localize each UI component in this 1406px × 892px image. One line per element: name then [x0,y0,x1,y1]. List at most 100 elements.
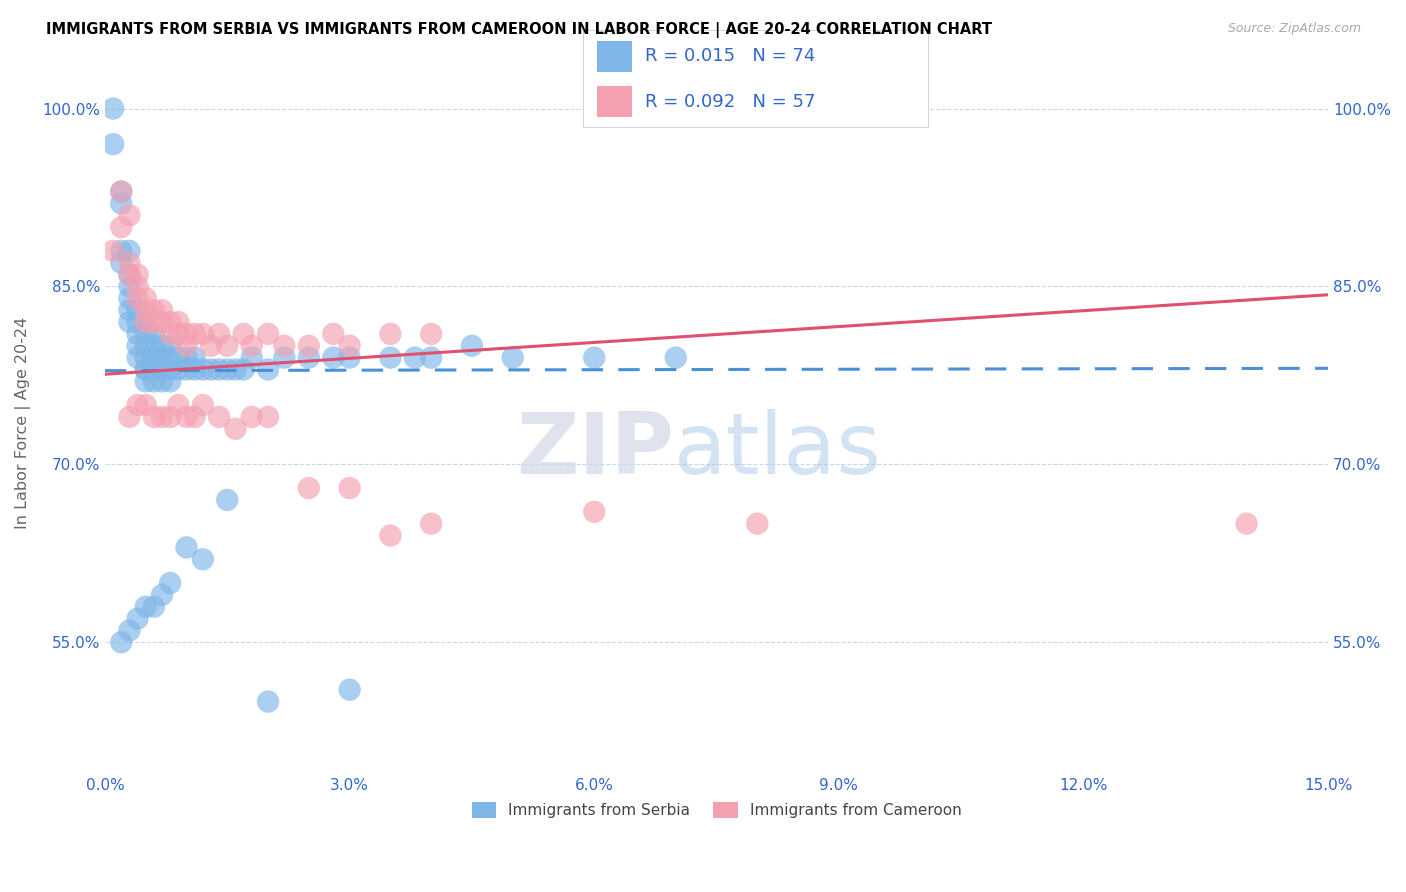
Point [110,196,132,211]
Point [118,624,141,638]
Point [101,102,124,116]
Point [217,362,239,376]
Point [167,326,190,341]
Point [191,552,214,566]
Point [159,351,181,365]
Text: R = 0.092   N = 57: R = 0.092 N = 57 [645,93,815,111]
Point [159,375,181,389]
Point [110,256,132,270]
Point [191,362,214,376]
Point [217,339,239,353]
Point [176,541,198,555]
Point [135,375,157,389]
Point [167,351,190,365]
Point [183,362,205,376]
Point [176,339,198,353]
Point [142,326,165,341]
Point [142,351,165,365]
Point [159,576,181,591]
Point [232,362,254,376]
Point [176,409,198,424]
Point [135,326,157,341]
Point [404,351,426,365]
Point [110,244,132,258]
Point [200,362,222,376]
Point [142,375,165,389]
Point [118,268,141,282]
Point [298,351,321,365]
Point [273,339,295,353]
Point [380,351,402,365]
Point [380,528,402,542]
Point [339,351,361,365]
Point [135,362,157,376]
Point [240,351,263,365]
Text: ZIP: ZIP [516,409,673,492]
Point [665,351,688,365]
Point [142,315,165,329]
Point [167,362,190,376]
Point [127,291,149,305]
Point [747,516,769,531]
Point [135,303,157,318]
Point [339,339,361,353]
Point [257,409,280,424]
Point [127,279,149,293]
Point [191,326,214,341]
Point [135,362,157,376]
Point [257,362,280,376]
Point [150,339,173,353]
Point [200,339,222,353]
Point [150,351,173,365]
Point [118,256,141,270]
Point [127,268,149,282]
Point [159,339,181,353]
Point [110,185,132,199]
Point [142,303,165,318]
Point [583,351,606,365]
Point [232,326,254,341]
Point [135,339,157,353]
Point [322,351,344,365]
Point [257,326,280,341]
Point [101,137,124,152]
Point [150,315,173,329]
Point [110,185,132,199]
Point [420,326,443,341]
Text: Source: ZipAtlas.com: Source: ZipAtlas.com [1227,22,1361,36]
Point [135,351,157,365]
Point [183,326,205,341]
Point [159,326,181,341]
Point [110,635,132,649]
Point [150,362,173,376]
Point [298,339,321,353]
Point [135,291,157,305]
Point [583,505,606,519]
Point [298,481,321,495]
Point [127,339,149,353]
Point [159,315,181,329]
Point [127,398,149,412]
Point [142,409,165,424]
Text: IMMIGRANTS FROM SERBIA VS IMMIGRANTS FROM CAMEROON IN LABOR FORCE | AGE 20-24 CO: IMMIGRANTS FROM SERBIA VS IMMIGRANTS FRO… [46,22,993,38]
Bar [598,41,631,71]
Point [1236,516,1258,531]
Point [273,351,295,365]
Point [110,220,132,235]
Point [142,599,165,614]
Point [118,244,141,258]
Text: R = 0.015   N = 74: R = 0.015 N = 74 [645,47,815,65]
Point [118,268,141,282]
Point [118,409,141,424]
Point [176,326,198,341]
Point [135,315,157,329]
Point [176,351,198,365]
Point [461,339,484,353]
Point [217,492,239,507]
Point [135,398,157,412]
Point [240,409,263,424]
Point [150,303,173,318]
Point [159,362,181,376]
Legend: Immigrants from Serbia, Immigrants from Cameroon: Immigrants from Serbia, Immigrants from … [465,797,967,824]
Point [176,362,198,376]
